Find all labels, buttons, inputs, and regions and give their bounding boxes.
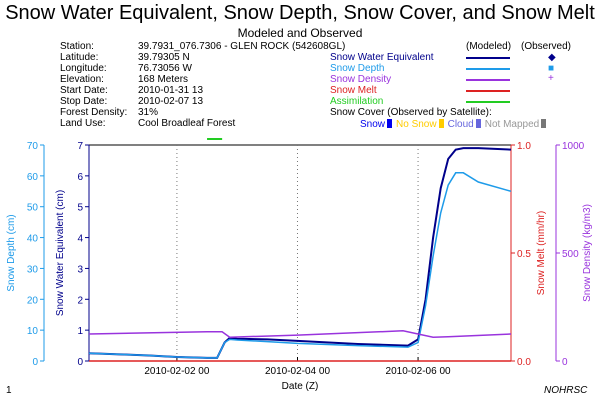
snow-cover-swatch-snow <box>387 119 393 128</box>
series-snow-water-equivalent-line <box>88 147 512 359</box>
info-label-land-use: Land Use: <box>60 118 106 129</box>
info-value-station: 39.7931_076.7306 - GLEN ROCK (542608GL) <box>138 41 346 52</box>
info-value-stop-date: 2010-02-07 13 <box>138 96 204 107</box>
snow_depth-tick-label-3: 30 <box>27 264 39 275</box>
legend-modeled-header: (Modeled) <box>466 41 512 52</box>
x-tick-label-1: 2010-02-04 00 <box>265 366 330 377</box>
page-title: Snow Water Equivalent, Snow Depth, Snow … <box>5 2 595 24</box>
info-label-latitude: Latitude: <box>60 52 99 63</box>
legend-marker-snow-depth: ■ <box>548 63 555 74</box>
legend-line-snow-melt <box>466 90 510 92</box>
info-label-forest-density: Forest Density: <box>60 107 128 118</box>
snow_depth-tick-label-0: 0 <box>32 357 38 368</box>
info-value-elevation: 168 Meters <box>138 74 189 85</box>
snow_depth-tick-label-4: 40 <box>27 234 39 245</box>
series-snow-depth-line <box>88 172 512 359</box>
info-value-land-use: Cool Broadleaf Forest <box>138 118 236 129</box>
legend-line-assimilation <box>466 101 510 103</box>
info-label-stop-date: Stop Date: <box>60 96 108 107</box>
swe-tick-label-4: 4 <box>77 234 83 245</box>
legend-label-snow-melt: Snow Melt <box>330 85 377 96</box>
snow_depth-tick-label-7: 70 <box>27 141 39 152</box>
swe-tick-label-3: 3 <box>77 264 83 275</box>
info-value-forest-density: 31% <box>138 107 159 118</box>
info-label-elevation: Elevation: <box>60 74 104 85</box>
snow_density-tick-label-0: 0 <box>562 357 568 368</box>
swe-tick-label-0: 0 <box>77 357 83 368</box>
snow-cover-title: Snow Cover (Observed by Satellite): <box>330 107 492 118</box>
info-label-start-date: Start Date: <box>60 85 108 96</box>
legend-line-snow-depth <box>466 68 510 70</box>
snow-cover-swatch-not-mapped <box>541 119 547 128</box>
legend-label-swe: Snow Water Equivalent <box>330 52 434 63</box>
page-subtitle: Modeled and Observed <box>237 26 363 40</box>
snow_depth-tick-label-5: 50 <box>27 203 39 214</box>
swe-tick-label-2: 2 <box>77 295 83 306</box>
info-label-station: Station: <box>60 41 94 52</box>
snow_depth-tick-label-2: 20 <box>27 295 39 306</box>
snow_melt-axis-title: Snow Melt (mm/hr) <box>536 211 547 295</box>
legend-marker-snow-density: + <box>548 73 554 84</box>
snow-cover-label-snow: Snow <box>360 119 386 130</box>
swe-tick-label-5: 5 <box>77 203 83 214</box>
snow-cover-swatch-cloud <box>475 119 481 128</box>
legend-marker-swe: ◆ <box>548 52 556 63</box>
x-tick-label-2: 2010-02-06 00 <box>386 366 451 377</box>
page-number: 1 <box>6 385 12 396</box>
x-axis-label: Date (Z) <box>282 381 319 392</box>
swe-tick-label-7: 7 <box>77 141 83 152</box>
legend-label-assimilation: Assimilation <box>330 96 384 107</box>
info-value-start-date: 2010-01-31 13 <box>138 85 204 96</box>
series-layer <box>88 138 512 362</box>
legend-label-snow-depth: Snow Depth <box>330 63 385 74</box>
snow-cover-swatch-no-snow <box>438 119 444 128</box>
x-tick-label-0: 2010-02-02 00 <box>144 366 209 377</box>
snow_density-axis-title: Snow Density (kg/m3) <box>582 204 593 302</box>
info-label-longitude: Longitude: <box>60 63 107 74</box>
footer-credit: NOHRSC <box>544 385 588 396</box>
snow-cover-label-cloud: Cloud <box>447 119 474 130</box>
info-value-latitude: 39.79305 N <box>138 52 190 63</box>
snow_depth-tick-label-6: 60 <box>27 172 39 183</box>
snow_density-tick-label-2: 1000 <box>562 141 585 152</box>
snow_melt-tick-label-0: 0.0 <box>517 357 531 368</box>
snow-cover-label-no-snow: No Snow <box>396 119 437 130</box>
swe-axis-title: Snow Water Equivalent (cm) <box>55 190 66 316</box>
snow_depth-tick-label-1: 10 <box>27 326 39 337</box>
legend-label-snow-density: Snow Density <box>330 74 392 85</box>
legend-line-snow-density <box>466 79 510 81</box>
legend-line-swe <box>466 57 510 59</box>
series-snow-density-line <box>88 330 512 338</box>
legend-observed-header: (Observed) <box>521 41 572 52</box>
swe-tick-label-1: 1 <box>77 326 83 337</box>
snow-cover-legend: Snow No Snow Cloud Not Mapped <box>360 119 550 130</box>
snow-cover-label-not-mapped: Not Mapped <box>484 119 540 130</box>
snow_depth-axis-title: Snow Depth (cm) <box>6 214 17 291</box>
snow_melt-tick-label-2: 1.0 <box>517 141 531 152</box>
info-value-longitude: 76.73056 W <box>138 63 192 74</box>
swe-tick-label-6: 6 <box>77 172 83 183</box>
snow_melt-tick-label-1: 0.5 <box>517 249 531 260</box>
snow_density-tick-label-1: 500 <box>562 249 579 260</box>
